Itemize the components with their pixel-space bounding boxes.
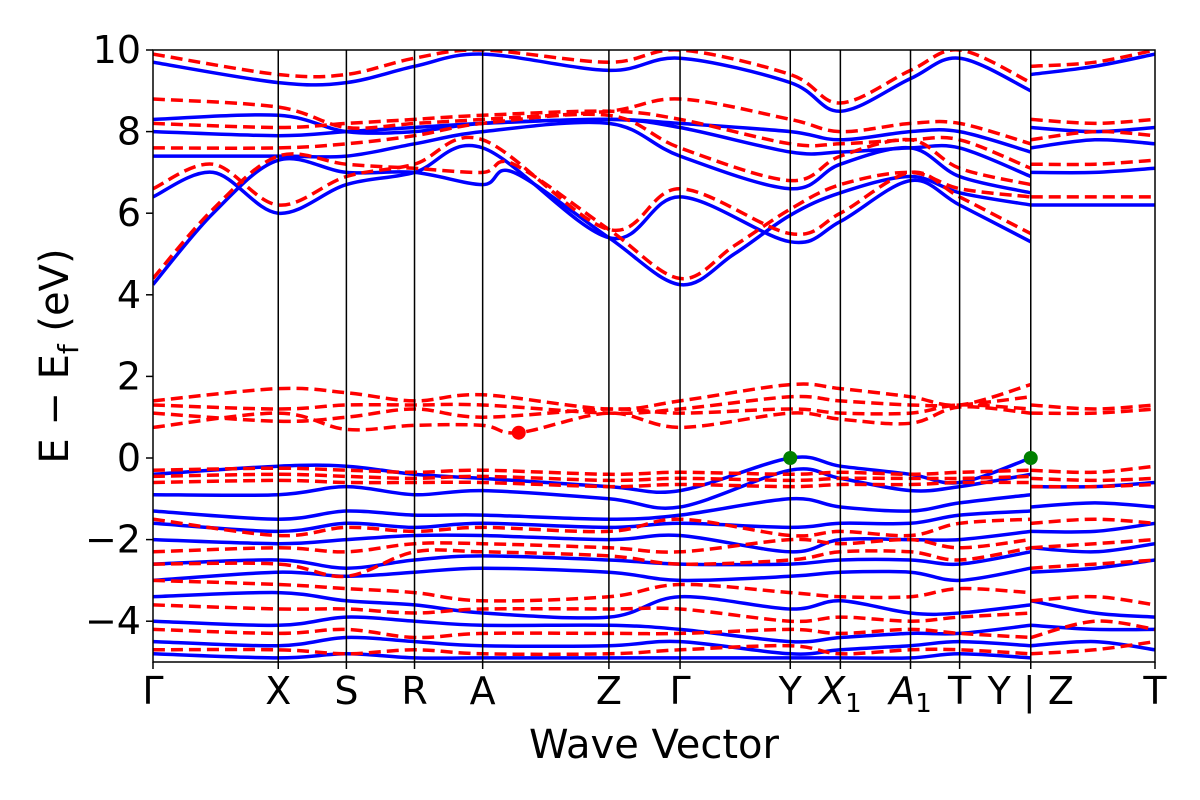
bands-A-band-27: [1030, 599, 1155, 619]
y-tick-label-5: 6: [117, 191, 141, 235]
bands-B-band-30: [1030, 517, 1155, 526]
conduction-band-minimum-marker: [511, 425, 526, 440]
x-tick-label-1: X: [265, 669, 291, 713]
bands-B-band-28: [1030, 476, 1155, 483]
bands-B-band-31: [1030, 537, 1155, 550]
bands-A-band-25: [1030, 541, 1155, 554]
x-tick-label-7: Y: [778, 669, 803, 713]
kpoint-lines: [277, 50, 1032, 662]
y-axis-label-main: E − E: [32, 354, 78, 464]
x-tick-label-2-text: S: [334, 669, 358, 713]
bands-A-band-28: [1030, 623, 1155, 632]
bands-A-band-29: [1030, 639, 1155, 652]
x-tick-label-11: Y | Z: [987, 669, 1074, 714]
x-axis-label: Wave Vector: [529, 722, 780, 768]
x-tick-label-5-text: Z: [596, 669, 622, 713]
bands-B-band-14: [153, 404, 1031, 435]
x-tick-label-3: R: [401, 669, 427, 713]
bands-A-band-8: [1030, 137, 1155, 150]
x-tick-label-2: S: [334, 669, 358, 713]
bands-B-band-16: [1030, 407, 1155, 416]
bands-B-band-5: [153, 50, 1032, 105]
y-tick-label-1: −2: [85, 518, 141, 562]
markers: [511, 425, 1038, 465]
bands-B-band-10: [1030, 50, 1155, 69]
bands-B-band-21: [153, 537, 1032, 554]
bands-A-band-7: [1030, 166, 1155, 175]
bands-A-band-23: [1030, 501, 1155, 509]
y-tick-label-6: 8: [117, 110, 141, 154]
x-tick-label-4: A: [470, 669, 496, 713]
bands-B-band-7: [1030, 158, 1155, 167]
x-tick-label-11-text: Y | Z: [987, 669, 1074, 714]
y-axis-ticks: −4 −2 0 2 4 6 8 10: [85, 28, 153, 643]
x-tick-label-5: Z: [596, 669, 622, 713]
x-tick-label-3-text: R: [401, 669, 427, 713]
x-tick-label-6-text: Γ: [669, 669, 690, 713]
x-tick-label-6: Γ: [669, 669, 690, 713]
plot-frame: [152, 49, 1156, 663]
x-tick-label-8-subscript: 1: [845, 689, 862, 719]
y-axis-label-subscript: f: [52, 343, 85, 354]
x-tick-label-0: Γ: [142, 669, 163, 713]
bands-B-band-29: [1030, 482, 1155, 489]
bands-A-band-17: [153, 566, 1032, 583]
x-tick-label-1-text: X: [265, 669, 291, 713]
bands-A-band-24: [1030, 521, 1155, 534]
bands-A-band-14: [153, 509, 1031, 534]
valence-band-maximum-marker-y: [783, 451, 798, 465]
x-tick-label-9: A1: [886, 669, 932, 719]
x-tick-label-0-text: Γ: [142, 669, 163, 713]
bands-B-band-34: [1030, 619, 1155, 640]
y-axis-label: E − Ef (eV): [32, 248, 85, 463]
x-tick-label-9-subscript: 1: [915, 689, 932, 719]
plot-area: [153, 50, 1155, 662]
bands-B-band-32: [1030, 558, 1155, 570]
x-tick-label-10-text: T: [947, 669, 972, 713]
bands-B-band-0: [153, 152, 1032, 281]
y-tick-label-3: 2: [117, 354, 141, 398]
x-tick-label-10: T: [947, 669, 972, 713]
x-tick-label-4-text: A: [470, 669, 496, 713]
x-tick-label-12-text: T: [1142, 669, 1167, 713]
x-tick-label-9-text: A: [886, 669, 915, 713]
bands-B-band-33: [1030, 594, 1155, 607]
y-tick-label-2: 0: [117, 436, 141, 480]
bands-B-band-35: [1030, 639, 1155, 656]
valence-band-maximum-marker-yz: [1023, 451, 1038, 465]
x-tick-label-7-text: Y: [778, 669, 803, 713]
bands-A-band-10: [1030, 52, 1155, 77]
bands-A-band-0: [153, 157, 1032, 287]
bands-B-band-15: [1030, 403, 1155, 411]
x-tick-label-8: X1: [817, 669, 862, 719]
bands-B-band-27: [1030, 464, 1155, 475]
y-tick-label-0: −4: [85, 599, 141, 643]
x-tick-label-12: T: [1142, 669, 1167, 713]
bands-B-band-9: [1030, 117, 1155, 126]
x-tick-label-8-text: X: [817, 669, 846, 713]
bands-B-band-8: [1030, 129, 1155, 142]
y-tick-label-4: 4: [117, 273, 141, 317]
y-axis-label-unit: (eV): [32, 248, 78, 344]
bands-B-band-1: [153, 135, 1032, 237]
y-tick-label-7: 10: [93, 28, 141, 72]
band-lines: [153, 50, 1155, 660]
bands-B-band-23: [153, 578, 1031, 603]
